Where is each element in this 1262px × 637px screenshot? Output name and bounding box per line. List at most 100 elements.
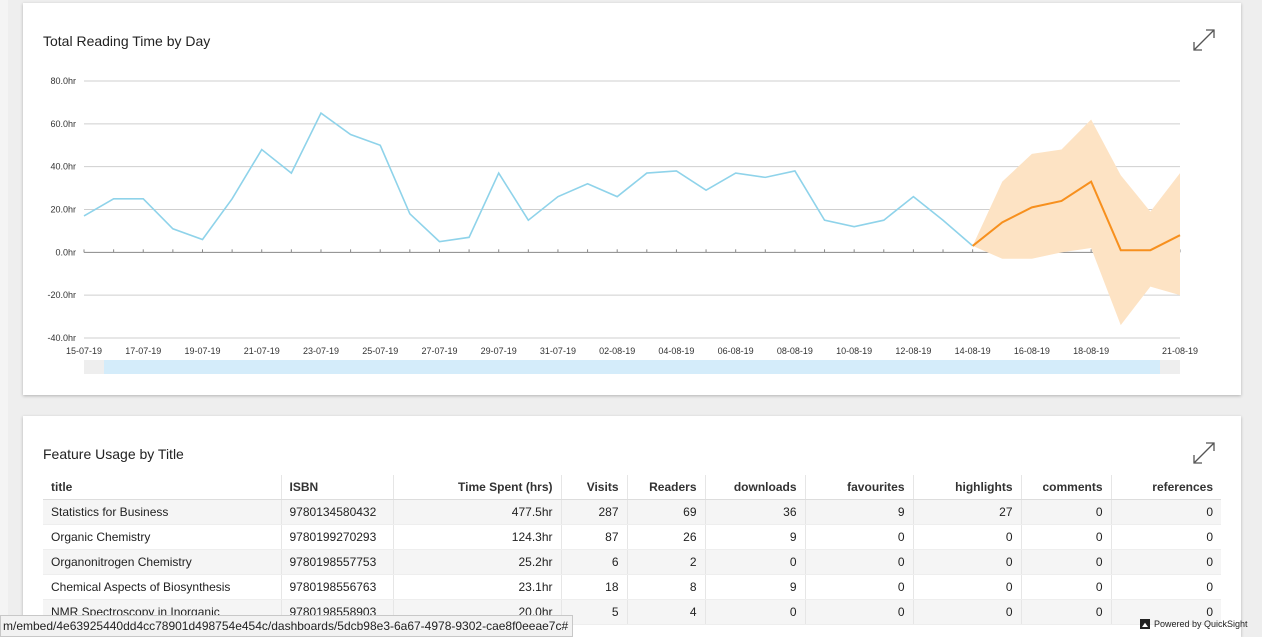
actual-data-point[interactable] bbox=[763, 175, 768, 180]
actual-data-point[interactable] bbox=[200, 237, 205, 242]
actual-data-point[interactable] bbox=[911, 194, 916, 199]
expand-icon[interactable] bbox=[1191, 27, 1217, 53]
expand-icon[interactable] bbox=[1191, 440, 1217, 466]
actual-data-point[interactable] bbox=[289, 171, 294, 176]
table-cell: 0 bbox=[1021, 574, 1112, 600]
y-tick-label: 40.0hr bbox=[50, 162, 76, 172]
actual-data-point[interactable] bbox=[733, 171, 738, 176]
forecast-data-point[interactable] bbox=[1118, 248, 1123, 253]
reading-time-line-chart[interactable]: 80.0hr 60.0hr 40.0hr 20.0hr 0.0hr -20.0hr -40.… bbox=[23, 3, 1241, 395]
y-tick-label: 60.0hr bbox=[50, 119, 76, 129]
actual-series-line[interactable] bbox=[83, 111, 974, 247]
table-cell: 23.1hr bbox=[393, 574, 562, 600]
table-cell: 0 bbox=[1111, 599, 1221, 625]
actual-data-point[interactable] bbox=[141, 196, 146, 201]
x-axis-tick-labels: 15-07-19 17-07-19 19-07-19 21-07-19 23-07-19… bbox=[66, 346, 1198, 356]
actual-data-point[interactable] bbox=[407, 211, 412, 216]
powered-by-quicksight[interactable]: Powered by QuickSight bbox=[1140, 619, 1248, 629]
actual-data-point[interactable] bbox=[852, 224, 857, 229]
x-tick-label: 02-08-19 bbox=[599, 346, 635, 356]
column-header[interactable]: references bbox=[1111, 475, 1221, 500]
forecast-data-point[interactable] bbox=[1089, 179, 1094, 184]
actual-data-point[interactable] bbox=[82, 213, 87, 218]
table-row[interactable]: Chemical Aspects of Biosynthesis 97801985… bbox=[43, 574, 1221, 600]
range-scrollbar-thumb[interactable] bbox=[104, 360, 1160, 374]
x-tick-label: 12-08-19 bbox=[895, 346, 931, 356]
actual-data-point[interactable] bbox=[318, 111, 323, 116]
actual-data-point[interactable] bbox=[615, 194, 620, 199]
table-row[interactable]: Statistics for Business 9780134580432 477.… bbox=[43, 499, 1221, 525]
y-tick-label: -40.0hr bbox=[47, 333, 76, 343]
x-tick-label: 14-08-19 bbox=[955, 346, 991, 356]
table-cell: 0 bbox=[1021, 524, 1112, 550]
actual-data-point[interactable] bbox=[437, 239, 442, 244]
actual-data-point[interactable] bbox=[941, 218, 946, 223]
table-cell: 0 bbox=[805, 524, 914, 550]
series-layer bbox=[82, 111, 1183, 253]
quicksight-logo-icon bbox=[1140, 619, 1150, 629]
status-bar-url: m/embed/4e63925440dd4cc78901d498754e454c… bbox=[0, 615, 574, 637]
column-header[interactable]: title bbox=[43, 475, 282, 500]
x-tick-label: 08-08-19 bbox=[777, 346, 813, 356]
column-header[interactable]: Readers bbox=[627, 475, 706, 500]
table-cell: 0 bbox=[1021, 499, 1112, 525]
column-header[interactable]: downloads bbox=[705, 475, 806, 500]
actual-data-point[interactable] bbox=[467, 235, 472, 240]
actual-data-point[interactable] bbox=[170, 226, 175, 231]
table-cell: 27 bbox=[913, 499, 1022, 525]
forecast-data-point[interactable] bbox=[1148, 248, 1153, 253]
actual-data-point[interactable] bbox=[822, 218, 827, 223]
table-cell: 9780134580432 bbox=[281, 499, 394, 525]
actual-data-point[interactable] bbox=[881, 218, 886, 223]
actual-data-point[interactable] bbox=[378, 143, 383, 148]
actual-data-point[interactable] bbox=[348, 132, 353, 137]
table-cell: 8 bbox=[627, 574, 706, 600]
page-left-edge bbox=[0, 0, 8, 637]
forecast-data-point[interactable] bbox=[970, 243, 975, 248]
table-title: Feature Usage by Title bbox=[43, 446, 184, 462]
forecast-data-point[interactable] bbox=[1178, 233, 1183, 238]
actual-data-point[interactable] bbox=[230, 196, 235, 201]
table-cell: 0 bbox=[705, 549, 806, 575]
table-cell: 2 bbox=[627, 549, 706, 575]
actual-data-point[interactable] bbox=[644, 171, 649, 176]
actual-data-point[interactable] bbox=[111, 196, 116, 201]
table-cell: 9 bbox=[705, 524, 806, 550]
column-header[interactable]: Visits bbox=[561, 475, 628, 500]
column-header[interactable]: highlights bbox=[913, 475, 1022, 500]
column-header[interactable]: Time Spent (hrs) bbox=[393, 475, 562, 500]
table-cell: 36 bbox=[705, 499, 806, 525]
actual-data-point[interactable] bbox=[585, 181, 590, 186]
column-header[interactable]: comments bbox=[1021, 475, 1112, 500]
table-cell: 0 bbox=[805, 599, 914, 625]
table-cell: Statistics for Business bbox=[43, 499, 282, 525]
actual-data-point[interactable] bbox=[526, 218, 531, 223]
feature-usage-table: title ISBN Time Spent (hrs) Visits Reade… bbox=[43, 475, 1221, 625]
table-cell: 0 bbox=[805, 574, 914, 600]
forecast-series-line[interactable] bbox=[972, 180, 1181, 252]
table-cell: 26 bbox=[627, 524, 706, 550]
actual-data-point[interactable] bbox=[496, 171, 501, 176]
actual-data-point[interactable] bbox=[555, 194, 560, 199]
actual-data-point[interactable] bbox=[674, 168, 679, 173]
table-row[interactable]: Organic Chemistry 9780199270293 124.3hr 87 2… bbox=[43, 524, 1221, 550]
table-cell: 4 bbox=[627, 599, 706, 625]
chart-title: Total Reading Time by Day bbox=[43, 33, 211, 49]
actual-data-point[interactable] bbox=[792, 168, 797, 173]
x-tick-label: 19-07-19 bbox=[184, 346, 220, 356]
actual-data-point[interactable] bbox=[259, 147, 264, 152]
table-cell: 0 bbox=[1021, 549, 1112, 575]
y-tick-label: 80.0hr bbox=[50, 76, 76, 86]
table-cell: 9780198557753 bbox=[281, 549, 394, 575]
x-tick-label: 16-08-19 bbox=[1014, 346, 1050, 356]
table-cell: 25.2hr bbox=[393, 549, 562, 575]
table-row[interactable]: Organonitrogen Chemistry 9780198557753 25.… bbox=[43, 549, 1221, 575]
forecast-data-point[interactable] bbox=[1029, 205, 1034, 210]
column-header[interactable]: favourites bbox=[805, 475, 914, 500]
column-header[interactable]: ISBN bbox=[281, 475, 394, 500]
actual-data-point[interactable] bbox=[704, 188, 709, 193]
x-tick-label: 17-07-19 bbox=[125, 346, 161, 356]
forecast-band-layer bbox=[972, 119, 1180, 326]
forecast-data-point[interactable] bbox=[1059, 198, 1064, 203]
forecast-data-point[interactable] bbox=[1000, 220, 1005, 225]
